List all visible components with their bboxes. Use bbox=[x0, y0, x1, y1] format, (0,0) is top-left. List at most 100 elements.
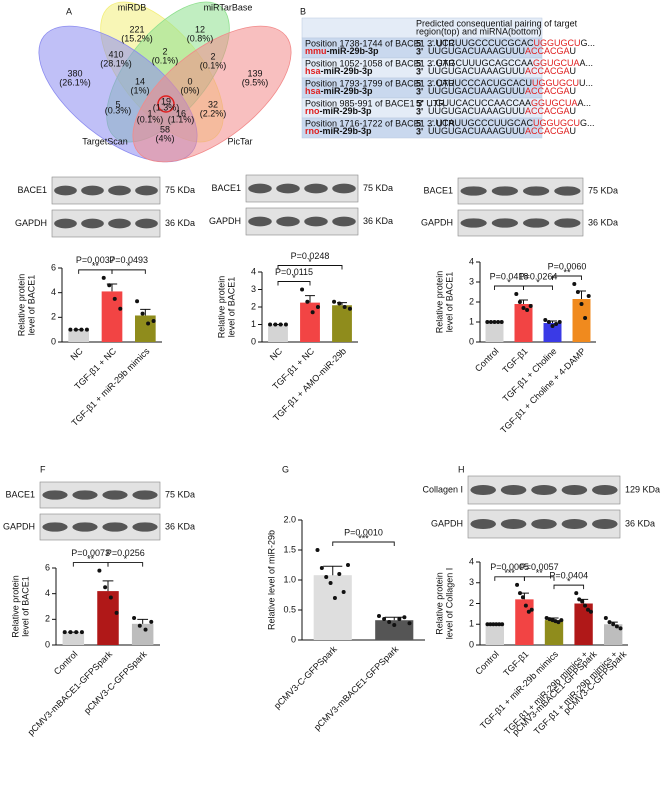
blot-protein: GAPDH bbox=[431, 518, 463, 528]
blot-size: 75 KDa bbox=[165, 489, 195, 499]
significance-stars: *** bbox=[358, 533, 369, 543]
significance-bracket bbox=[107, 562, 144, 567]
table-mirna: rno-miR-29b-3p bbox=[305, 126, 372, 136]
data-point bbox=[556, 620, 561, 625]
significance-bracket bbox=[277, 265, 343, 270]
data-point bbox=[114, 610, 119, 615]
data-point bbox=[500, 622, 505, 627]
significance-bracket bbox=[111, 269, 146, 274]
significance-bracket bbox=[332, 541, 395, 546]
data-point bbox=[140, 311, 145, 316]
y-tick-label: 2 bbox=[51, 312, 56, 322]
y-axis-label: Relative protein bbox=[10, 575, 20, 638]
venn-highlight bbox=[157, 95, 175, 113]
blot-size: 36 KDa bbox=[165, 218, 195, 228]
blot-band bbox=[460, 186, 487, 196]
data-point bbox=[577, 597, 582, 602]
blot-band bbox=[554, 186, 581, 196]
y-axis-label: Relative protein bbox=[16, 274, 26, 337]
blot-protein: BACE1 bbox=[423, 185, 453, 195]
data-point bbox=[559, 618, 564, 623]
x-tick-label: Control bbox=[473, 649, 501, 677]
table-mirna-seq-part: U bbox=[570, 86, 577, 96]
data-point bbox=[319, 566, 324, 570]
blot-band bbox=[102, 490, 128, 500]
panel-label: A bbox=[66, 6, 72, 16]
data-point bbox=[521, 306, 526, 310]
data-point bbox=[517, 300, 522, 304]
bar bbox=[332, 305, 352, 342]
blot-band bbox=[72, 490, 98, 500]
table-end: 3' bbox=[416, 126, 423, 136]
data-point bbox=[300, 287, 305, 292]
significance-stars: ** bbox=[87, 554, 95, 564]
table-end: 3' bbox=[416, 86, 423, 96]
table-target: ...GUUCACUCCAACCAAGGUGCUAA... bbox=[428, 98, 591, 108]
y-tick-label: 6 bbox=[51, 262, 56, 272]
bar bbox=[135, 315, 156, 342]
table-position: Position 985-991 of BACE1 3' UTR bbox=[305, 98, 445, 108]
error-bar bbox=[519, 299, 528, 304]
y-axis-label: level of BACE1 bbox=[226, 277, 236, 338]
blot-band bbox=[102, 522, 128, 532]
data-point bbox=[84, 327, 89, 332]
table-target: ...UCCUUGCCCUCGCACUGGUGCUG... bbox=[428, 38, 595, 48]
data-point bbox=[324, 575, 329, 579]
blot-band bbox=[470, 484, 496, 496]
data-point bbox=[112, 296, 117, 301]
data-point bbox=[346, 563, 351, 567]
venn-percent: (1.3%) bbox=[153, 102, 180, 112]
table-end: 3' bbox=[416, 66, 423, 76]
data-point bbox=[146, 321, 151, 326]
y-tick-label: 4 bbox=[51, 287, 56, 297]
data-point bbox=[337, 572, 342, 576]
data-point bbox=[392, 623, 397, 627]
panel-label: G bbox=[282, 464, 289, 474]
error-bar bbox=[305, 295, 315, 303]
table-target-part: UGGUGCU bbox=[533, 118, 580, 128]
error-bar bbox=[140, 308, 151, 316]
data-point bbox=[341, 590, 346, 594]
table-mirna-part: hsa bbox=[305, 66, 322, 76]
venn-count: 2 bbox=[210, 51, 215, 61]
data-point bbox=[101, 275, 106, 280]
table-target-part: ...CAUUCCCACUGCACU bbox=[428, 78, 532, 88]
blot-band bbox=[135, 218, 158, 229]
table-target-part: ...GAGCUUUGCAGCCAA bbox=[428, 58, 533, 68]
y-tick-label: 4 bbox=[469, 256, 474, 266]
data-point bbox=[611, 622, 616, 627]
data-point bbox=[273, 322, 278, 327]
bar bbox=[485, 624, 504, 645]
y-tick-label: 2 bbox=[45, 614, 50, 624]
data-point bbox=[332, 299, 337, 304]
data-point bbox=[488, 320, 493, 324]
data-point bbox=[607, 620, 612, 625]
p-value-label: P=0.0248 bbox=[291, 251, 330, 261]
blot-band bbox=[523, 218, 550, 228]
data-point bbox=[499, 320, 504, 324]
data-point bbox=[525, 308, 530, 312]
data-point bbox=[137, 623, 142, 628]
bar bbox=[544, 620, 564, 645]
p-value-label: P=0.0418 bbox=[490, 271, 529, 281]
venn-percent: (4%) bbox=[155, 133, 174, 143]
table-mirna-part: -miR-29b-3p bbox=[321, 66, 374, 76]
venn-percent: (0.1%) bbox=[137, 114, 164, 124]
y-tick-label: 1.0 bbox=[283, 574, 296, 584]
y-axis-label: level of BACE1 bbox=[20, 576, 30, 637]
table-target-part: A... bbox=[580, 58, 594, 68]
y-tick-label: 0 bbox=[291, 634, 296, 644]
bar bbox=[574, 603, 593, 645]
data-point bbox=[376, 614, 381, 618]
significance-bracket bbox=[552, 275, 582, 280]
data-point bbox=[485, 320, 490, 324]
table-target-part: GGUGCUA bbox=[531, 98, 578, 108]
venn-count: 5 bbox=[115, 99, 120, 109]
blot-band bbox=[135, 185, 158, 196]
table-target-part: A... bbox=[578, 98, 592, 108]
bar bbox=[131, 623, 154, 645]
table-end: 5' bbox=[416, 78, 423, 88]
panel-label: B bbox=[300, 6, 306, 16]
error-bar bbox=[102, 580, 114, 592]
